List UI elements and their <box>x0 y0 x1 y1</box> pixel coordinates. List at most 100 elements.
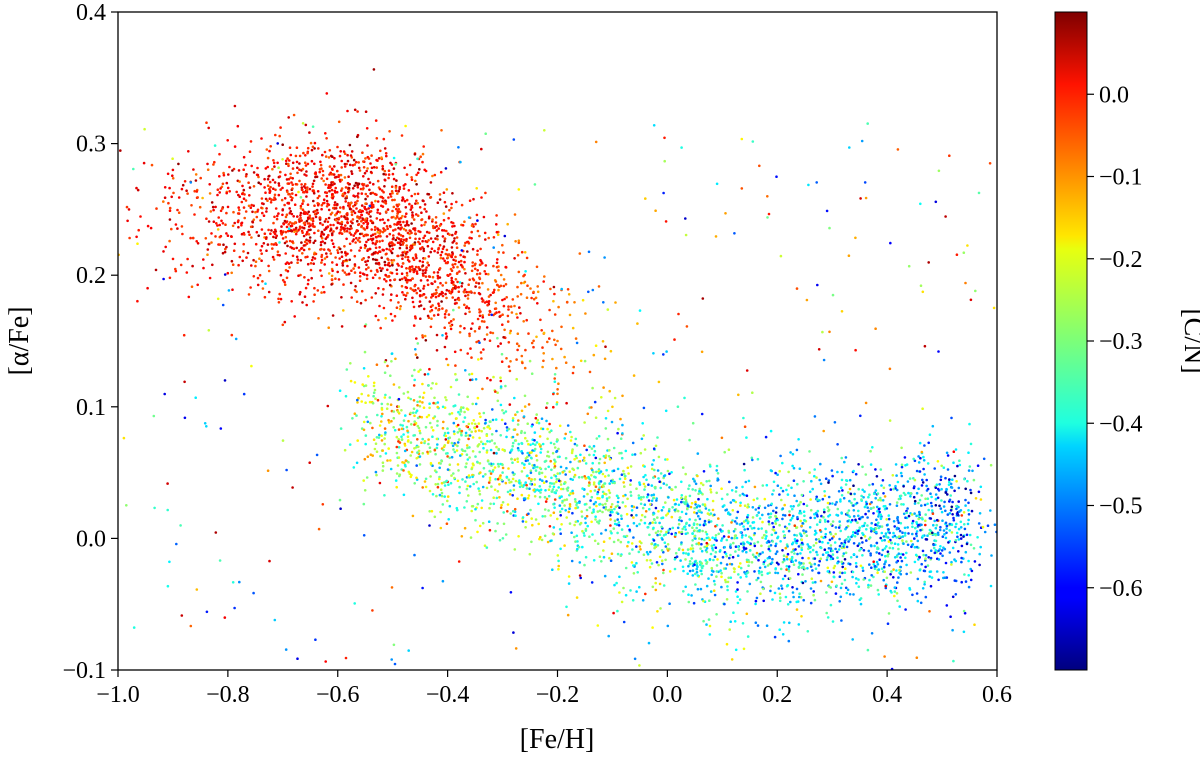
data-point <box>489 472 493 475</box>
data-point <box>448 273 452 276</box>
data-point <box>363 273 366 276</box>
data-point <box>305 303 309 307</box>
data-point <box>742 525 745 528</box>
data-point <box>482 411 486 415</box>
data-point <box>713 583 717 586</box>
data-point <box>800 546 803 550</box>
data-point <box>194 179 198 182</box>
data-point <box>867 495 870 499</box>
data-point <box>649 550 652 554</box>
data-point <box>571 371 575 375</box>
data-point <box>541 479 544 483</box>
data-point <box>968 533 972 537</box>
data-point <box>612 469 616 473</box>
data-point <box>422 287 425 290</box>
data-point <box>454 259 458 263</box>
data-point <box>168 206 172 210</box>
data-point <box>415 183 418 186</box>
data-point <box>418 404 422 408</box>
data-point <box>440 250 444 254</box>
data-point <box>525 487 529 490</box>
data-point <box>405 173 409 176</box>
data-point <box>485 434 489 438</box>
data-point <box>413 420 417 423</box>
data-point <box>432 401 435 405</box>
data-point <box>516 316 519 319</box>
data-point <box>330 274 334 278</box>
data-point <box>559 483 563 486</box>
data-point <box>330 239 334 242</box>
data-point <box>418 455 422 458</box>
data-point <box>962 535 965 538</box>
data-point <box>378 187 382 191</box>
data-point <box>408 236 412 240</box>
data-point <box>902 503 905 506</box>
data-point <box>965 542 969 546</box>
data-point <box>368 181 372 184</box>
data-point <box>496 258 499 261</box>
data-point <box>278 175 282 178</box>
data-point <box>333 165 336 168</box>
data-point <box>977 522 981 525</box>
data-point <box>946 454 950 457</box>
data-point <box>699 569 703 573</box>
data-point <box>452 266 455 269</box>
data-point <box>907 532 910 535</box>
data-point <box>791 586 794 589</box>
data-point <box>698 523 702 527</box>
data-point <box>488 440 492 443</box>
data-point <box>443 495 447 498</box>
data-point <box>433 396 436 400</box>
data-point <box>400 409 403 412</box>
data-point <box>888 546 892 550</box>
data-point <box>846 519 849 523</box>
data-point <box>434 306 438 310</box>
data-point <box>517 239 521 242</box>
data-point <box>555 489 558 492</box>
data-point <box>180 225 184 228</box>
data-point <box>691 539 694 542</box>
data-point <box>826 551 830 554</box>
data-point <box>804 530 808 533</box>
data-point <box>684 558 687 561</box>
data-point <box>822 536 825 540</box>
data-point <box>365 127 369 130</box>
data-point <box>483 544 487 547</box>
data-point <box>498 496 501 499</box>
data-point <box>400 438 404 441</box>
data-point <box>280 233 284 236</box>
data-point <box>429 450 432 453</box>
data-point <box>419 317 422 321</box>
data-point <box>743 528 746 531</box>
data-point <box>473 330 477 333</box>
data-point <box>528 359 532 363</box>
data-point <box>942 571 945 574</box>
data-point <box>485 486 489 490</box>
data-point <box>568 470 571 474</box>
data-point <box>682 551 685 555</box>
data-point <box>640 541 643 545</box>
data-point <box>426 314 430 318</box>
data-point <box>703 503 707 506</box>
data-point <box>441 405 445 409</box>
data-point <box>667 509 671 513</box>
data-point <box>466 446 469 450</box>
data-point <box>170 195 173 199</box>
data-point <box>463 416 467 419</box>
data-point <box>688 518 691 521</box>
data-point <box>952 516 955 520</box>
data-point <box>859 597 863 600</box>
data-point <box>345 273 348 276</box>
data-point <box>340 232 344 235</box>
data-point <box>554 475 558 478</box>
data-point <box>795 499 798 503</box>
data-point <box>411 411 415 415</box>
data-point <box>957 538 961 541</box>
data-point <box>506 320 510 323</box>
data-point <box>373 228 377 232</box>
data-point <box>913 512 916 515</box>
data-point <box>710 544 714 548</box>
data-point <box>746 527 750 531</box>
data-point <box>592 502 596 506</box>
data-point <box>896 581 899 584</box>
